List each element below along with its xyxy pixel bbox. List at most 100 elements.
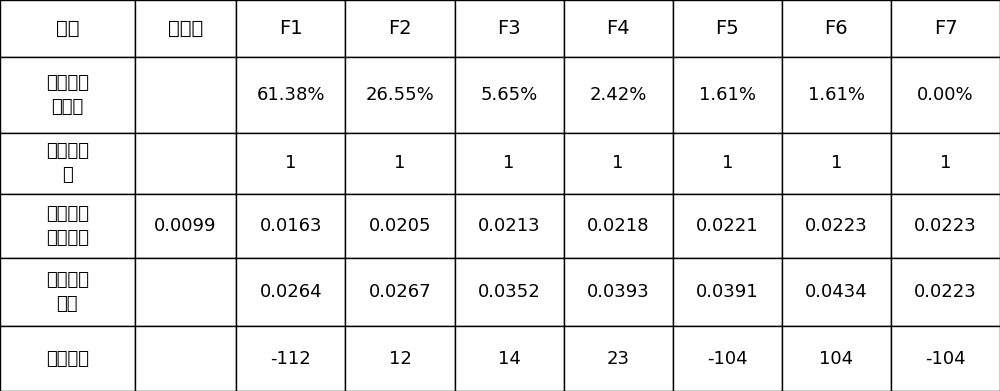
Bar [0,326,135,391]
Text: 2.42%: 2.42% [589,86,647,104]
Bar [236,258,345,326]
Bar [782,133,891,194]
Text: 104: 104 [819,350,853,368]
Bar [135,57,236,133]
Text: 轧机辊缝
凸度: 轧机辊缝 凸度 [46,271,89,313]
Text: 1: 1 [394,154,406,172]
Bar [891,0,1000,57]
Text: 1.61%: 1.61% [699,86,756,104]
Text: F1: F1 [279,19,303,38]
Text: F3: F3 [497,19,521,38]
Text: 1: 1 [612,154,624,172]
Bar [673,0,782,57]
Text: 0.0221: 0.0221 [696,217,759,235]
Text: -104: -104 [925,350,966,368]
Text: 0.0218: 0.0218 [587,217,649,235]
Text: 1: 1 [722,154,733,172]
Bar [891,194,1000,258]
Bar [782,0,891,57]
Bar [236,326,345,391]
Text: 1: 1 [940,154,951,172]
Text: F6: F6 [825,19,848,38]
Bar [891,133,1000,194]
Text: 23: 23 [607,350,630,368]
Text: -104: -104 [707,350,748,368]
Text: 0.0223: 0.0223 [805,217,868,235]
Bar [345,258,455,326]
Bar [236,194,345,258]
Bar [455,258,564,326]
Bar [455,57,564,133]
Bar [236,0,345,57]
Text: 0.0391: 0.0391 [696,283,759,301]
Text: F2: F2 [388,19,412,38]
Bar [135,258,236,326]
Text: F7: F7 [934,19,957,38]
Text: 0.0352: 0.0352 [478,283,540,301]
Text: 0.0163: 0.0163 [260,217,322,235]
Text: 0.0434: 0.0434 [805,283,868,301]
Bar [135,326,236,391]
Text: 1: 1 [831,154,842,172]
Text: 0.0099: 0.0099 [154,217,217,235]
Bar [564,326,673,391]
Text: 窜辊位置: 窜辊位置 [46,350,89,368]
Bar [782,194,891,258]
Bar [564,194,673,258]
Bar [236,133,345,194]
Text: 0.0223: 0.0223 [914,283,977,301]
Bar [0,57,135,133]
Bar [564,0,673,57]
Bar [455,326,564,391]
Text: -112: -112 [271,350,311,368]
Text: 0.0264: 0.0264 [260,283,322,301]
Bar [135,194,236,258]
Bar [564,57,673,133]
Text: 0.0213: 0.0213 [478,217,540,235]
Text: 0.0267: 0.0267 [369,283,431,301]
Bar [673,326,782,391]
Text: 5.65%: 5.65% [480,86,538,104]
Bar [564,258,673,326]
Text: 出口有效
比例凸度: 出口有效 比例凸度 [46,205,89,247]
Text: 原始系数
值: 原始系数 值 [46,142,89,184]
Text: 1.61%: 1.61% [808,86,865,104]
Bar [236,57,345,133]
Bar [564,133,673,194]
Text: 0.0393: 0.0393 [587,283,650,301]
Bar [0,0,135,57]
Bar [0,258,135,326]
Bar [345,194,455,258]
Text: 比例凸度
分配量: 比例凸度 分配量 [46,74,89,116]
Bar [673,194,782,258]
Text: 1: 1 [285,154,297,172]
Bar [0,133,135,194]
Bar [891,57,1000,133]
Text: 0.0205: 0.0205 [369,217,431,235]
Text: F5: F5 [715,19,739,38]
Text: 26.55%: 26.55% [366,86,434,104]
Text: 14: 14 [498,350,521,368]
Bar [782,57,891,133]
Bar [455,0,564,57]
Text: 1: 1 [503,154,515,172]
Bar [345,326,455,391]
Text: 机架: 机架 [56,19,79,38]
Bar [782,326,891,391]
Bar [782,258,891,326]
Bar [135,133,236,194]
Bar [0,194,135,258]
Bar [673,57,782,133]
Text: 12: 12 [389,350,411,368]
Bar [345,0,455,57]
Bar [345,133,455,194]
Bar [673,133,782,194]
Text: F4: F4 [606,19,630,38]
Bar [135,0,236,57]
Bar [891,326,1000,391]
Bar [673,258,782,326]
Text: 0.00%: 0.00% [917,86,974,104]
Text: 中间坯: 中间坯 [168,19,203,38]
Bar [345,57,455,133]
Bar [891,258,1000,326]
